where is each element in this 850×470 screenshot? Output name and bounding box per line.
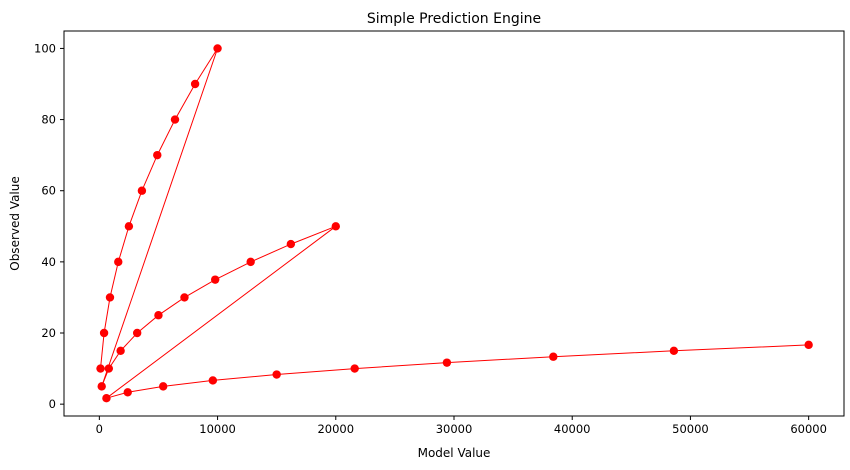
data-point: [104, 364, 114, 373]
y-tick-label: 40: [41, 255, 56, 269]
series-line: [100, 48, 809, 399]
data-point: [99, 328, 109, 338]
data-point: [549, 352, 558, 361]
data-point: [213, 44, 222, 53]
data-point: [96, 364, 105, 373]
data-point: [123, 388, 132, 397]
x-axis: 0 10000 20000 30000 40000 50000 60000: [96, 416, 827, 436]
data-point: [180, 293, 189, 302]
x-tick-label: 50000: [672, 422, 709, 436]
data-point: [132, 328, 142, 338]
series-layer: [96, 44, 813, 403]
data-point: [190, 79, 200, 89]
y-axis: 0 20 40 60 80 100: [34, 41, 64, 411]
x-tick-label: 10000: [199, 422, 236, 436]
x-tick-label: 40000: [554, 422, 591, 436]
data-point: [669, 346, 679, 355]
data-point: [137, 186, 147, 195]
y-tick-label: 100: [34, 41, 56, 55]
data-point: [97, 382, 106, 391]
y-tick-label: 0: [49, 397, 56, 411]
x-tick-label: 20000: [317, 422, 354, 436]
x-tick-label: 60000: [790, 422, 827, 436]
plot-area: [63, 30, 845, 417]
data-point: [272, 370, 281, 379]
x-axis-label: Model Value: [418, 446, 491, 460]
data-point: [102, 394, 111, 403]
y-axis-label: Observed Value: [8, 176, 22, 271]
data-point: [153, 150, 162, 160]
data-point: [124, 222, 134, 231]
y-tick-label: 20: [41, 326, 56, 340]
data-point: [331, 222, 340, 231]
data-point: [442, 358, 452, 367]
data-point: [350, 364, 359, 373]
y-tick-label: 80: [41, 113, 56, 127]
plot-background: [64, 31, 844, 416]
x-tick-label: 0: [96, 422, 103, 436]
data-point: [246, 257, 255, 267]
data-point: [154, 311, 163, 320]
x-tick-label: 30000: [436, 422, 473, 436]
data-point: [114, 257, 123, 267]
data-point: [286, 239, 296, 249]
data-point: [170, 115, 180, 124]
data-point: [158, 382, 168, 391]
chart-title: Simple Prediction Engine: [367, 11, 541, 27]
y-tick-label: 60: [41, 184, 56, 198]
data-point: [211, 275, 220, 284]
data-point: [116, 346, 125, 355]
data-point: [208, 376, 218, 385]
data-point: [804, 340, 813, 350]
data-point: [105, 293, 115, 302]
